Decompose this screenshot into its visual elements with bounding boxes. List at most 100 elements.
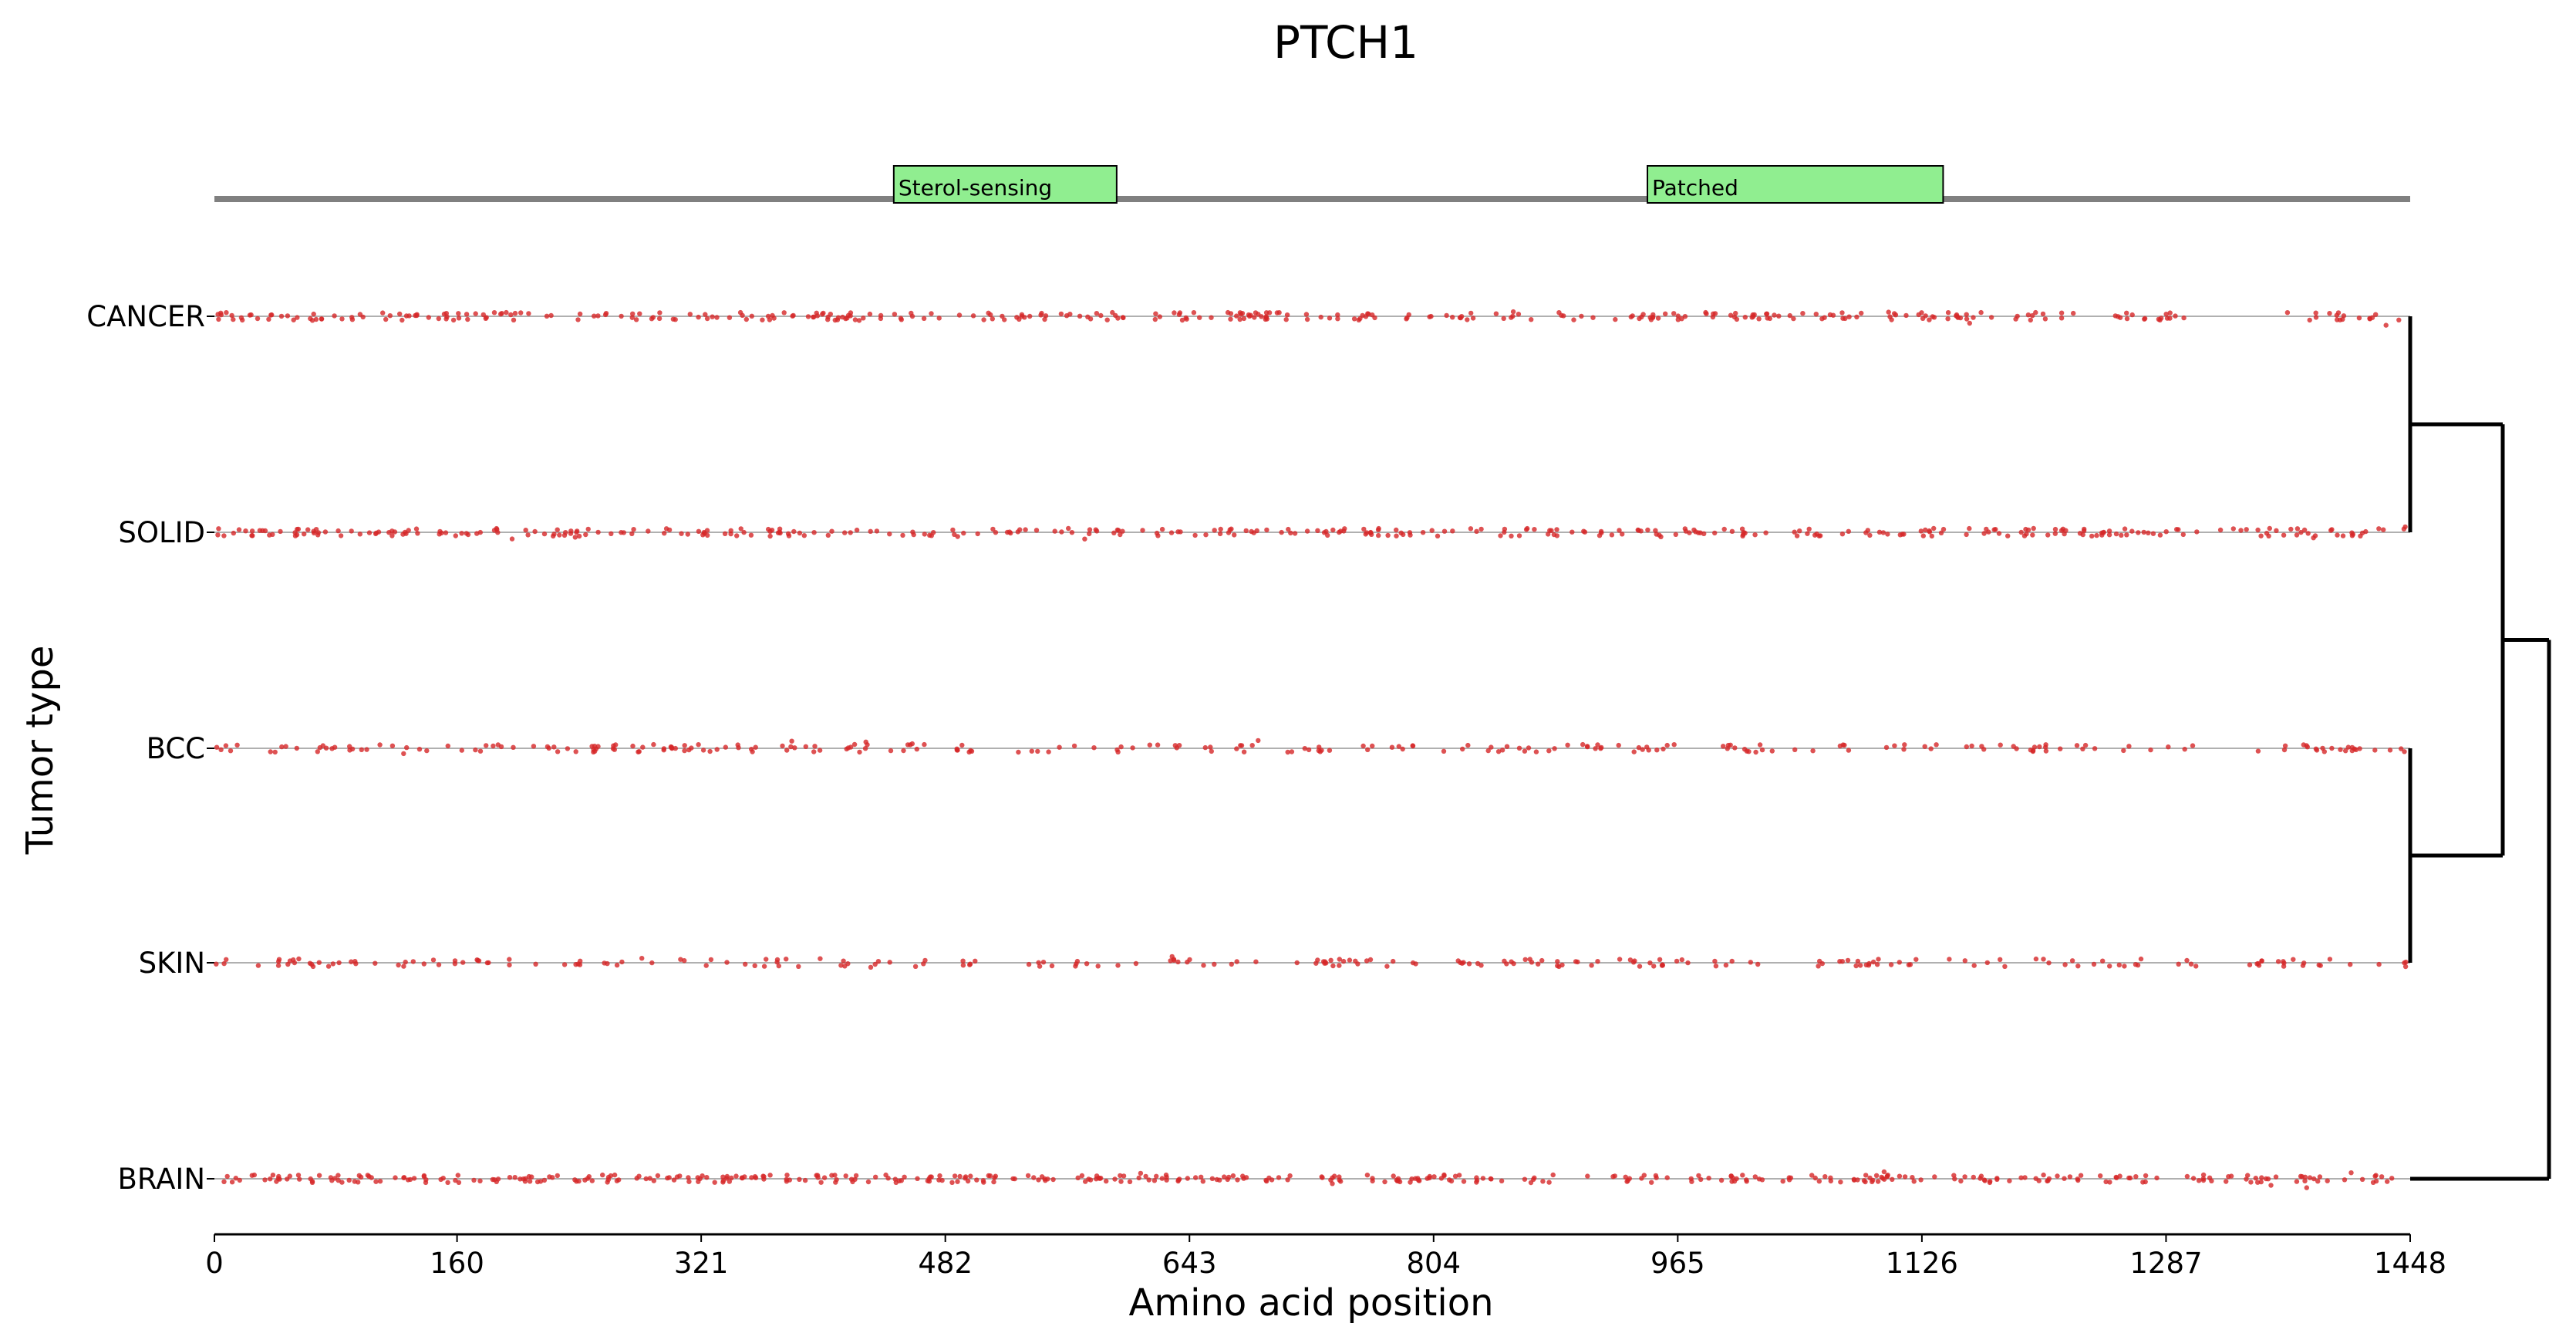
domain-label: Sterol-sensing [899,175,1052,201]
mutation-point [1903,312,1909,319]
mutation-point [283,744,288,749]
x-tick-label: 321 [674,1247,729,1280]
mutation-point [1510,309,1516,315]
mutation-point [392,529,398,535]
mutation-point [796,964,801,970]
mutation-point [1885,1173,1890,1178]
tumor-row: SKIN [139,947,2410,980]
mutation-point [1998,957,2003,963]
mutation-point [1554,533,1560,538]
mutation-point [1441,528,1448,534]
mutation-point [1012,1176,1017,1182]
mutation-point [585,1176,591,1181]
mutation-point [1632,958,1637,964]
mutation-point [1306,747,1312,753]
mutation-point [1475,960,1481,967]
mutation-point [1787,312,1792,319]
mutation-point [1341,528,1347,534]
mutation-point [1499,748,1505,753]
mutation-point [453,533,458,538]
mutation-point [1286,526,1291,532]
mutation-point [707,748,713,754]
mutation-point [2399,746,2404,751]
mutation-point [1234,313,1239,319]
mutation-point [1120,528,1125,534]
mutation-point [1580,741,1586,748]
mutation-point [785,531,791,536]
mutation-point [1175,959,1181,965]
mutation-point [802,1177,808,1183]
mutation-point [2294,526,2301,532]
mutation-point [2058,316,2065,321]
mutation-point [777,530,783,536]
mutation-point [2045,532,2051,538]
mutation-point [2176,961,2181,967]
mutation-point [797,1176,802,1183]
mutation-point [1253,959,1259,964]
mutation-point [1288,530,1293,536]
mutation-point [602,312,609,318]
mutation-point [1218,526,1223,532]
mutation-point [268,749,273,754]
mutation-point [511,744,516,750]
mutation-point [704,316,710,322]
mutation-point [1637,964,1643,969]
mutation-point [969,748,975,754]
mutation-point [1934,742,1939,748]
mutation-point [1488,1176,1494,1182]
mutation-point [1653,528,1658,533]
mutation-point [1201,963,1206,968]
mutation-point [415,531,420,536]
mutation-point [2315,1179,2321,1184]
mutation-point [1984,960,1990,966]
mutation-point [2258,533,2264,538]
mutation-point [1663,311,1668,316]
mutation-point [973,958,978,964]
mutation-point [1721,744,1726,749]
mutation-point [1546,748,1552,754]
mutation-point [2359,1176,2365,1183]
mutation-point [1854,314,1860,320]
mutation-point [2196,1178,2202,1183]
mutation-point [2018,1175,2024,1180]
mutation-point [473,311,478,316]
mutation-point [797,530,803,536]
mutation-point [2224,1179,2229,1184]
mutation-point [2367,316,2372,322]
mutation-point [2113,531,2119,537]
mutation-point [1522,1176,1528,1182]
mutation-point [1988,1179,1993,1184]
mutation-point [1073,964,1078,969]
mutation-point [767,1173,773,1178]
mutation-point [1828,1175,1833,1181]
mutation-point [445,1180,450,1186]
mutation-point [1522,748,1528,754]
mutation-point [1748,960,1753,965]
mutation-point [2273,1174,2279,1180]
mutation-point [1410,743,1416,749]
mutation-point [2013,316,2018,322]
mutation-point [2255,748,2261,754]
mutation-point [1008,530,1013,536]
mutation-point [1734,1176,1739,1182]
mutation-point [2304,1185,2309,1190]
mutation-point [2089,533,2095,539]
mutation-point [1612,1173,1617,1179]
mutation-point [2373,1178,2379,1184]
mutation-point [841,958,846,964]
mutation-point [949,1180,955,1186]
mutation-point [2281,960,2287,966]
mutation-point [218,747,224,752]
mutation-point [233,1176,238,1181]
mutation-point [781,310,787,316]
mutation-point [577,311,583,317]
mutation-point [1617,528,1622,533]
mutation-point [811,530,817,535]
mutation-point [257,528,263,533]
mutation-point [426,315,431,320]
mutation-point [2022,1175,2028,1180]
mutation-point [272,749,278,755]
mutation-point [2379,1174,2385,1180]
mutation-point [2141,529,2146,535]
